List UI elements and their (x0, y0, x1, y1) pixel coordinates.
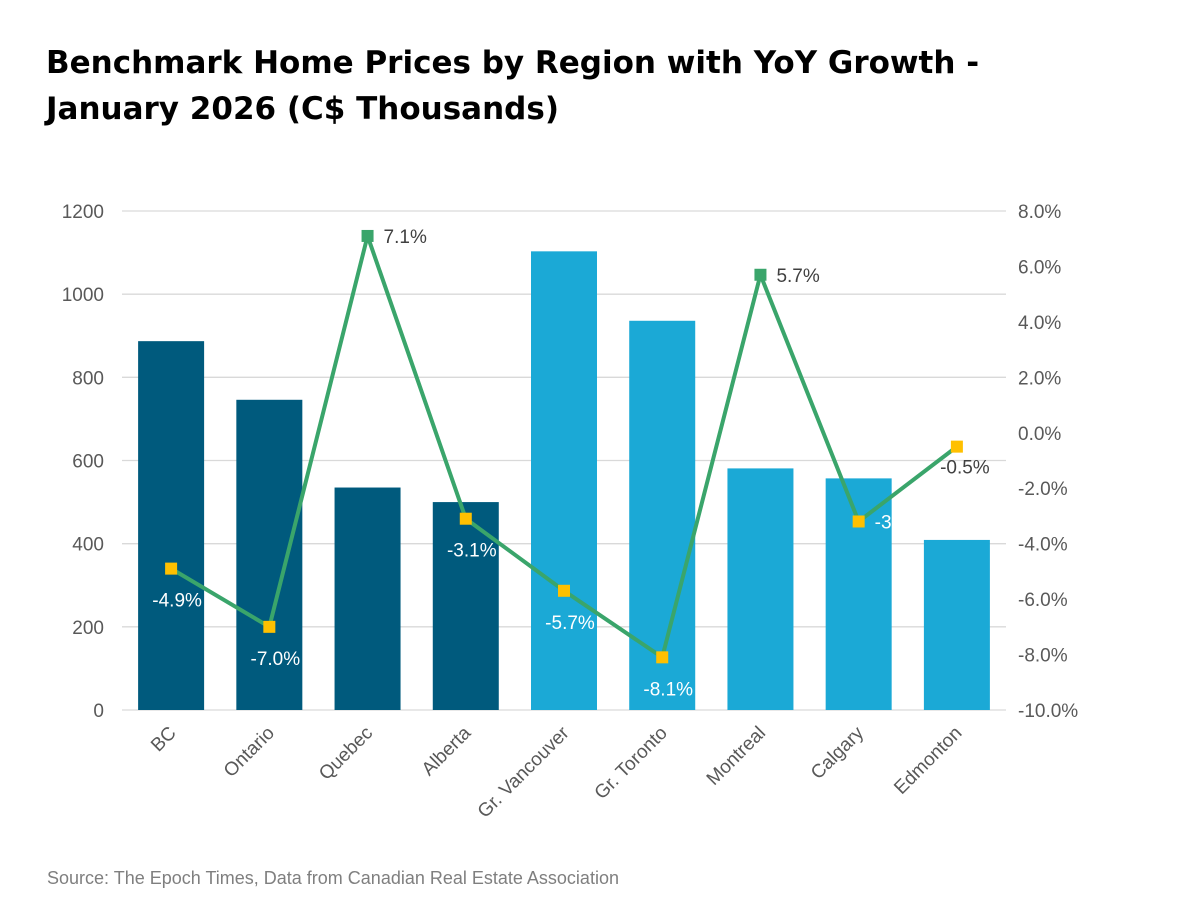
category-label: Montreal (703, 723, 770, 790)
chart-title-line-1: Benchmark Home Prices by Region with YoY… (46, 45, 980, 81)
growth-marker (754, 268, 767, 281)
growth-label: 5.7% (776, 266, 819, 287)
growth-label: 7.1% (384, 227, 427, 248)
category-label: Ontario (220, 723, 279, 782)
category-label: Edmonton (890, 723, 966, 799)
y2-tick-label: 8.0% (1018, 202, 1061, 223)
category-label: Gr. Vancouver (474, 722, 574, 822)
y-tick-label: 200 (72, 618, 104, 639)
growth-label: -3.1% (447, 541, 497, 562)
category-label: Quebec (315, 723, 377, 785)
y-tick-label: 400 (72, 535, 104, 556)
y2-tick-label: -4.0% (1018, 535, 1068, 556)
y2-tick-label: 6.0% (1018, 257, 1061, 278)
chart-title-line-2: January 2026 (C$ Thousands) (46, 91, 559, 127)
primary-y-axis: 0 200 400 600 800 1000 1200 (62, 202, 104, 722)
growth-data-labels: -4.9% -7.0% 7.1% -3.1% -5.7% -8.1% 5.7% -3.2% -0… (152, 227, 990, 700)
y2-tick-label: 0.0% (1018, 424, 1061, 445)
y-tick-label: 1000 (62, 285, 104, 306)
growth-marker (263, 620, 276, 633)
growth-marker (361, 229, 374, 242)
growth-marker (459, 512, 472, 525)
bar (923, 539, 990, 710)
bar (236, 399, 303, 710)
y-tick-label: 1200 (62, 202, 104, 223)
bar-series (138, 251, 990, 711)
bar (138, 341, 205, 710)
category-label: BC (147, 723, 181, 757)
category-label: Calgary (807, 722, 868, 783)
growth-marker (656, 651, 669, 664)
category-label: Alberta (418, 722, 476, 780)
growth-marker (852, 515, 865, 528)
growth-label: -0.5% (940, 458, 990, 479)
growth-marker (165, 562, 178, 575)
bar (334, 487, 401, 710)
y2-tick-label: 4.0% (1018, 313, 1061, 334)
bar (629, 320, 696, 710)
growth-label: -8.1% (643, 679, 693, 700)
category-label: Gr. Toronto (591, 723, 672, 804)
growth-label: -3.2% (875, 512, 925, 533)
bar (531, 251, 597, 711)
source-note: Source: The Epoch Times, Data from Canad… (47, 868, 619, 888)
y2-tick-label: -6.0% (1018, 590, 1068, 611)
chart-title: Benchmark Home Prices by Region with YoY… (46, 40, 1046, 132)
y2-tick-label: -8.0% (1018, 646, 1068, 667)
growth-label: -4.9% (152, 591, 202, 612)
y-tick-label: 800 (72, 368, 104, 389)
growth-label: -5.7% (545, 613, 595, 634)
y2-tick-label: -2.0% (1018, 479, 1068, 500)
growth-line-series (165, 229, 963, 664)
growth-marker (558, 584, 570, 597)
y-tick-label: 600 (72, 452, 104, 473)
bar (727, 468, 794, 710)
y2-tick-label: 2.0% (1018, 368, 1061, 389)
y2-tick-label: -10.0% (1018, 701, 1078, 722)
growth-marker (950, 440, 963, 453)
growth-label: -7.0% (251, 649, 301, 670)
y-tick-label: 0 (93, 701, 104, 722)
secondary-y-axis: -10.0% -8.0% -6.0% -4.0% -2.0% 0.0% 2.0% 4.0% 6.… (1018, 202, 1078, 722)
